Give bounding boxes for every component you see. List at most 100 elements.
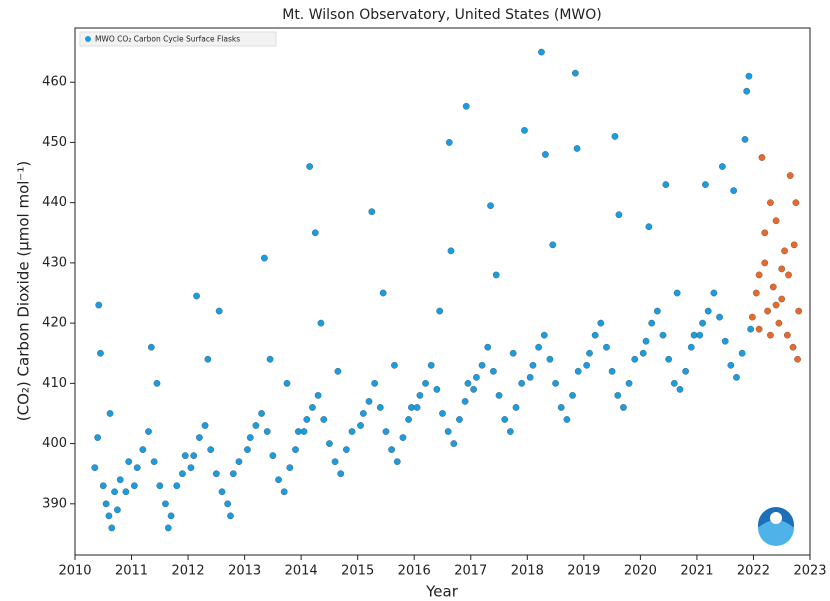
plot-frame bbox=[74, 27, 811, 556]
data-point bbox=[546, 355, 554, 363]
data-point bbox=[97, 349, 104, 357]
data-point bbox=[625, 379, 633, 387]
data-point bbox=[786, 172, 794, 179]
data-point bbox=[204, 355, 212, 363]
data-point bbox=[733, 373, 740, 381]
data-point bbox=[775, 319, 783, 327]
x-tick-label: 2010 bbox=[58, 564, 91, 579]
data-point bbox=[696, 331, 704, 339]
data-point bbox=[145, 428, 152, 435]
data-point bbox=[583, 361, 591, 369]
legend: MWO CO₂ Carbon Cycle Surface Flasks bbox=[79, 31, 277, 47]
logo-wave bbox=[758, 520, 794, 546]
data-point bbox=[764, 307, 771, 315]
data-point bbox=[187, 464, 195, 472]
x-tick-label: 2020 bbox=[624, 564, 657, 579]
data-point bbox=[506, 428, 514, 435]
noaa-logo bbox=[758, 507, 794, 546]
data-point bbox=[670, 379, 678, 387]
data-point bbox=[603, 343, 610, 351]
data-point bbox=[653, 307, 661, 315]
data-point bbox=[207, 446, 215, 453]
data-point bbox=[529, 361, 537, 369]
data-point bbox=[767, 199, 774, 207]
data-point bbox=[263, 428, 271, 435]
data-point bbox=[792, 199, 800, 207]
data-point bbox=[574, 367, 582, 375]
data-point bbox=[413, 404, 421, 411]
data-point bbox=[761, 259, 769, 267]
data-point bbox=[393, 458, 401, 465]
data-point bbox=[755, 325, 763, 333]
y-tick-label: 430 bbox=[42, 255, 67, 270]
data-point bbox=[422, 379, 429, 387]
data-point bbox=[549, 241, 557, 249]
data-point bbox=[122, 488, 130, 496]
data-point bbox=[196, 434, 203, 441]
data-point bbox=[300, 428, 308, 435]
data-point bbox=[542, 151, 549, 158]
x-tick-label: 2018 bbox=[511, 564, 544, 579]
data-point bbox=[388, 446, 395, 453]
data-point bbox=[306, 163, 313, 170]
data-point bbox=[772, 217, 780, 225]
data-point bbox=[738, 349, 746, 357]
x-tick-label: 2015 bbox=[341, 564, 374, 579]
data-point bbox=[181, 452, 189, 459]
data-point bbox=[699, 319, 706, 327]
data-point bbox=[94, 434, 101, 441]
data-point bbox=[716, 313, 723, 321]
x-tick-label: 2013 bbox=[228, 564, 261, 579]
data-point bbox=[447, 247, 455, 255]
data-point bbox=[721, 337, 729, 345]
data-point bbox=[190, 452, 198, 459]
data-point bbox=[631, 355, 639, 363]
y-tick-label: 400 bbox=[42, 436, 67, 451]
data-point bbox=[552, 379, 559, 387]
data-point bbox=[167, 512, 175, 520]
data-point bbox=[303, 416, 311, 423]
data-point bbox=[557, 404, 565, 411]
data-point bbox=[376, 404, 384, 411]
data-point bbox=[790, 241, 798, 249]
data-point bbox=[416, 392, 424, 399]
data-point bbox=[116, 476, 124, 484]
data-point bbox=[639, 349, 647, 357]
data-point bbox=[755, 271, 763, 279]
data-point bbox=[266, 355, 274, 363]
data-point bbox=[794, 355, 801, 363]
data-point bbox=[244, 446, 251, 453]
data-point bbox=[125, 458, 133, 465]
data-point bbox=[111, 488, 118, 496]
data-point bbox=[371, 379, 379, 387]
data-point bbox=[597, 319, 605, 327]
data-point bbox=[292, 446, 299, 453]
data-point bbox=[399, 434, 407, 441]
data-point bbox=[645, 223, 653, 231]
data-point bbox=[572, 69, 579, 77]
data-point bbox=[218, 488, 226, 496]
data-point bbox=[108, 524, 116, 532]
data-point bbox=[795, 307, 803, 315]
data-point bbox=[408, 404, 415, 411]
data-point bbox=[286, 464, 294, 472]
data-point bbox=[334, 367, 342, 375]
data-point bbox=[748, 313, 756, 321]
data-point bbox=[235, 458, 243, 465]
data-point bbox=[614, 392, 622, 399]
data-point bbox=[391, 361, 398, 369]
data-point bbox=[246, 434, 254, 441]
data-point bbox=[427, 361, 435, 369]
data-point bbox=[573, 145, 581, 152]
data-point bbox=[743, 87, 751, 95]
data-point bbox=[461, 398, 469, 405]
data-point bbox=[665, 355, 673, 363]
data-point bbox=[778, 265, 786, 273]
legend-box bbox=[79, 31, 277, 47]
y-axis-label: (CO₂) Carbon Dioxide (μmol mol⁻¹) bbox=[15, 161, 33, 421]
data-point bbox=[470, 386, 477, 393]
data-point bbox=[615, 211, 623, 219]
data-point bbox=[673, 289, 681, 297]
data-point bbox=[95, 301, 103, 309]
data-point bbox=[252, 422, 260, 429]
